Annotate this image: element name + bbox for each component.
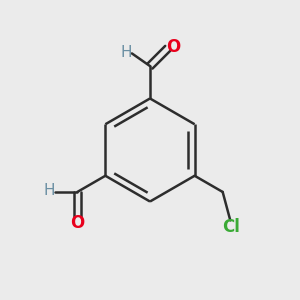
Text: O: O (167, 38, 181, 56)
Text: Cl: Cl (222, 218, 240, 236)
Text: H: H (44, 183, 55, 198)
Text: O: O (70, 214, 84, 232)
Text: H: H (121, 45, 132, 60)
